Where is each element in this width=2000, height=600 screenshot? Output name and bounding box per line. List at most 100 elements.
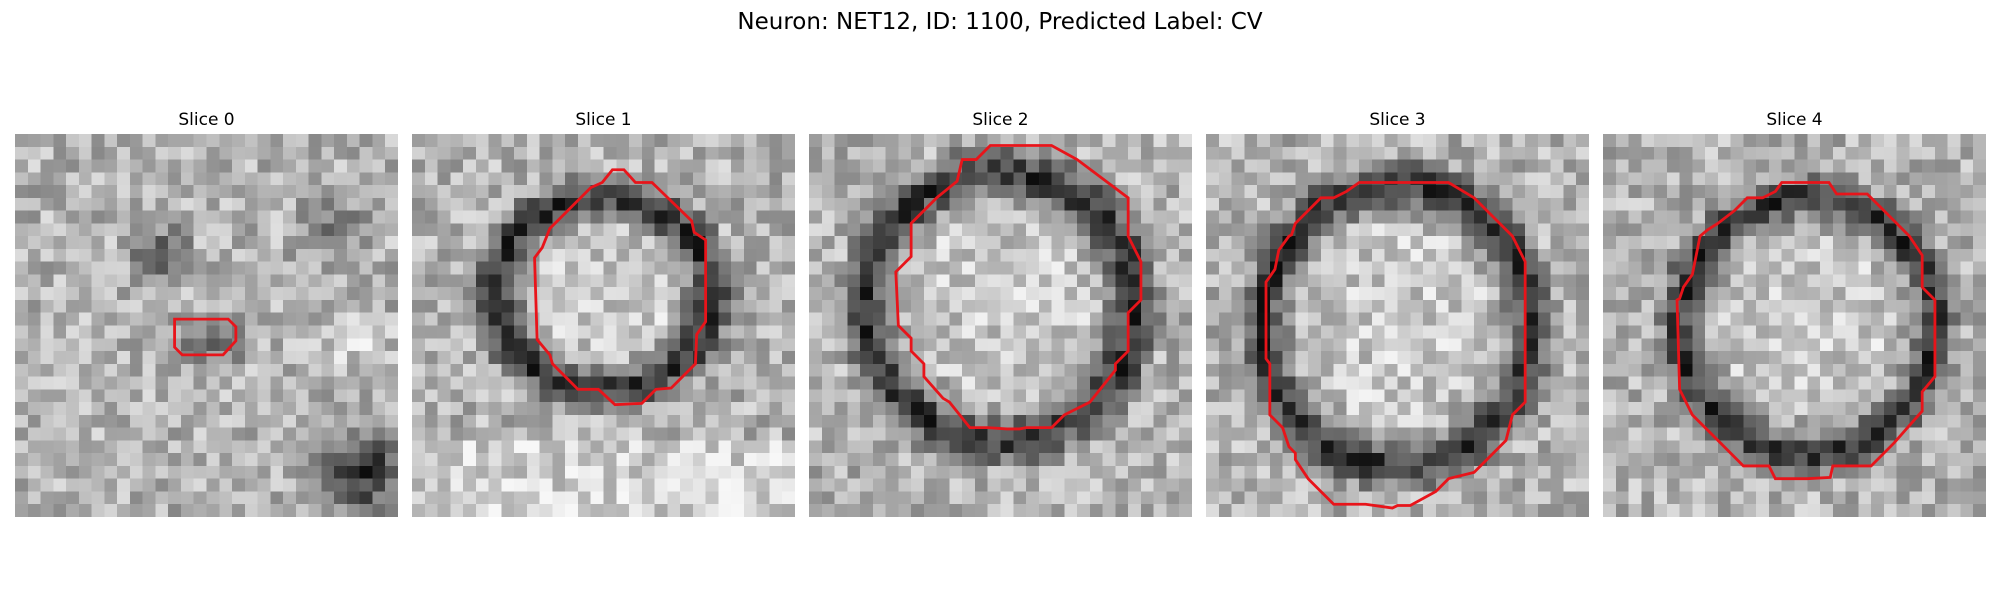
pixel [987, 172, 1001, 186]
pixel [91, 465, 105, 479]
pixel [168, 210, 182, 224]
pixel [1807, 299, 1821, 313]
pixel [232, 414, 246, 428]
pixel [1397, 274, 1411, 288]
pixel [193, 210, 207, 224]
pixel [987, 185, 1001, 199]
pixel [385, 491, 398, 505]
pixel [66, 427, 80, 441]
pixel [1423, 210, 1437, 224]
pixel [616, 261, 630, 275]
pixel [1756, 325, 1770, 339]
pixel [1743, 248, 1757, 262]
pixel [1000, 134, 1014, 148]
pixel [1423, 414, 1437, 428]
pixel [359, 312, 373, 326]
pixel [756, 402, 770, 416]
pixel [129, 453, 143, 467]
pixel [949, 210, 963, 224]
pixel [603, 465, 617, 479]
pixel [962, 185, 976, 199]
pixel [53, 312, 67, 326]
slice-title: Slice 3 [1369, 110, 1426, 130]
pixel [1563, 351, 1577, 365]
pixel [1934, 427, 1948, 441]
pixel [1730, 210, 1744, 224]
pixel [1934, 465, 1948, 479]
pixel [1832, 478, 1846, 492]
pixel [514, 325, 528, 339]
pixel [1448, 299, 1462, 313]
pixel [680, 236, 694, 250]
pixel [1794, 274, 1808, 288]
pixel [1140, 312, 1154, 326]
pixel [1333, 197, 1347, 211]
pixel [885, 146, 899, 160]
pixel [53, 172, 67, 186]
pixel [1218, 248, 1232, 262]
pixel [412, 236, 426, 250]
pixel [321, 223, 335, 237]
pixel [1628, 376, 1642, 390]
pixel [1973, 197, 1986, 211]
pixel [821, 299, 835, 313]
pixel [1000, 210, 1014, 224]
pixel [1768, 504, 1782, 517]
pixel [1295, 274, 1309, 288]
pixel [1858, 134, 1872, 148]
pixel [782, 414, 795, 428]
pixel [782, 248, 795, 262]
pixel [1231, 363, 1245, 377]
pixel [1499, 287, 1513, 301]
pixel [1474, 159, 1488, 173]
pixel [1692, 465, 1706, 479]
pixel [15, 491, 29, 505]
pixel [692, 478, 706, 492]
pixel [1947, 427, 1961, 441]
pixel [27, 440, 41, 454]
pixel [78, 134, 92, 148]
pixel [847, 248, 861, 262]
pixel [295, 134, 309, 148]
pixel [385, 146, 398, 160]
pixel [1423, 312, 1437, 326]
pixel [949, 248, 963, 262]
pixel [1909, 146, 1923, 160]
pixel [412, 389, 426, 403]
pixel [1512, 389, 1526, 403]
pixel [1064, 389, 1078, 403]
pixel [898, 159, 912, 173]
pixel [1512, 210, 1526, 224]
pixel [1858, 491, 1872, 505]
pixel-grid [809, 134, 1192, 517]
pixel [1922, 261, 1936, 275]
pixel [385, 223, 398, 237]
pixel [244, 338, 258, 352]
pixel [1832, 197, 1846, 211]
pixel [680, 185, 694, 199]
pixel [1858, 414, 1872, 428]
pixel [1576, 223, 1589, 237]
pixel [1550, 312, 1564, 326]
pixel [514, 287, 528, 301]
pixel [1359, 248, 1373, 262]
pixel [629, 197, 643, 211]
pixel [1743, 414, 1757, 428]
pixel [1781, 465, 1795, 479]
pixel [129, 287, 143, 301]
pixel [1499, 274, 1513, 288]
pixel [321, 261, 335, 275]
pixel [936, 223, 950, 237]
pixel [1206, 453, 1220, 467]
pixel [1153, 453, 1167, 467]
pixel [552, 287, 566, 301]
pixel [1308, 414, 1322, 428]
pixel [78, 402, 92, 416]
pixel [1537, 299, 1551, 313]
pixel [321, 159, 335, 173]
pixel [1934, 287, 1948, 301]
pixel [15, 299, 29, 313]
pixel [1077, 248, 1091, 262]
pixel [872, 172, 886, 186]
pixel [1231, 376, 1245, 390]
